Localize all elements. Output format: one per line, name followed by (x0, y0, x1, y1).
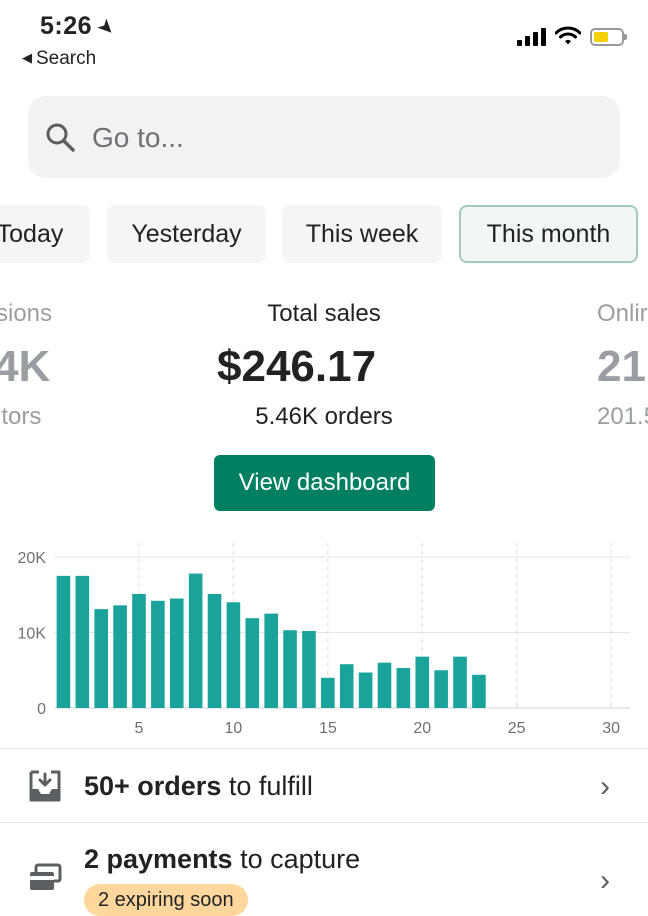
chip-this-month[interactable]: This month (459, 205, 638, 263)
chart-bar (321, 677, 335, 708)
x-tick-label: 20 (413, 720, 431, 737)
metric-right-value: 21 (597, 342, 646, 391)
status-icons (517, 26, 627, 46)
search-icon (46, 123, 75, 152)
search-input[interactable] (90, 116, 594, 160)
chart-bar (396, 667, 411, 708)
x-tick-label: 30 (602, 720, 620, 737)
search-bar[interactable] (28, 96, 620, 178)
back-to-search-link[interactable]: ◀ Search (22, 48, 97, 69)
divider (0, 748, 648, 749)
chart-bar (75, 575, 90, 708)
chart-bar (453, 656, 467, 708)
chevron-right-icon: › (600, 864, 610, 897)
chart-bar (264, 613, 278, 708)
wifi-icon (555, 26, 581, 45)
y-tick-label: 10K (18, 626, 47, 643)
metric-left-label: sions (0, 300, 53, 327)
x-tick-label: 15 (319, 720, 337, 737)
battery-icon (590, 28, 627, 46)
y-tick-label: 20K (18, 550, 47, 567)
chart-bar (56, 575, 71, 708)
chart-bar (302, 630, 316, 708)
y-tick-label: 0 (37, 701, 46, 718)
payments-to-capture-text: 2 payments to capture (84, 844, 361, 874)
metric-left-value: 4K (0, 342, 51, 391)
chart-bar (132, 593, 146, 708)
chart-bar (188, 573, 203, 708)
chart-bar (434, 670, 448, 708)
payment-card-icon (30, 863, 62, 890)
total-sales-value: $246.17 (217, 342, 377, 391)
x-tick-label: 25 (508, 720, 526, 737)
chart-bar (113, 605, 127, 708)
chart-bar (207, 593, 222, 708)
metric-left-sub: itors (0, 403, 42, 430)
chart-bar (415, 656, 430, 708)
chart-bar (226, 602, 241, 708)
back-triangle-icon: ◀ (22, 50, 32, 65)
chart-bar (377, 662, 392, 708)
chip-today[interactable]: Today (0, 205, 90, 263)
orders-count: 5.46K orders (255, 403, 393, 430)
view-dashboard-button[interactable]: View dashboard (214, 455, 435, 511)
x-tick-label: 5 (135, 720, 144, 737)
fulfill-inbox-icon (29, 770, 61, 802)
divider (0, 822, 648, 823)
chart-bar (151, 600, 165, 708)
chevron-right-icon: › (600, 770, 610, 803)
x-tick-label: 10 (225, 720, 243, 737)
metric-right-label: Onlir (597, 300, 648, 327)
chart-bar (169, 598, 184, 708)
chart-bar (283, 630, 297, 708)
location-arrow-icon: ➤ (92, 13, 121, 42)
metric-right-sub: 201.5 (597, 403, 648, 430)
chart-bar (472, 674, 486, 708)
total-sales-label: Total sales (267, 300, 381, 327)
status-time: 5:26➤ (40, 12, 121, 42)
chart-bar (245, 618, 260, 708)
chart-bar (94, 609, 109, 708)
chart-bar (358, 672, 373, 708)
sales-bar-chart: 0 10K 20K 5 10 15 20 25 30 (18, 543, 630, 737)
chip-yesterday[interactable]: Yesterday (107, 205, 266, 263)
orders-to-fulfill-text: 50+ orders to fulfill (84, 771, 313, 801)
expiring-soon-badge: 2 expiring soon (84, 884, 248, 916)
chart-bar (339, 664, 354, 708)
chip-this-week[interactable]: This week (282, 205, 442, 263)
cellular-signal-icon (517, 26, 546, 46)
